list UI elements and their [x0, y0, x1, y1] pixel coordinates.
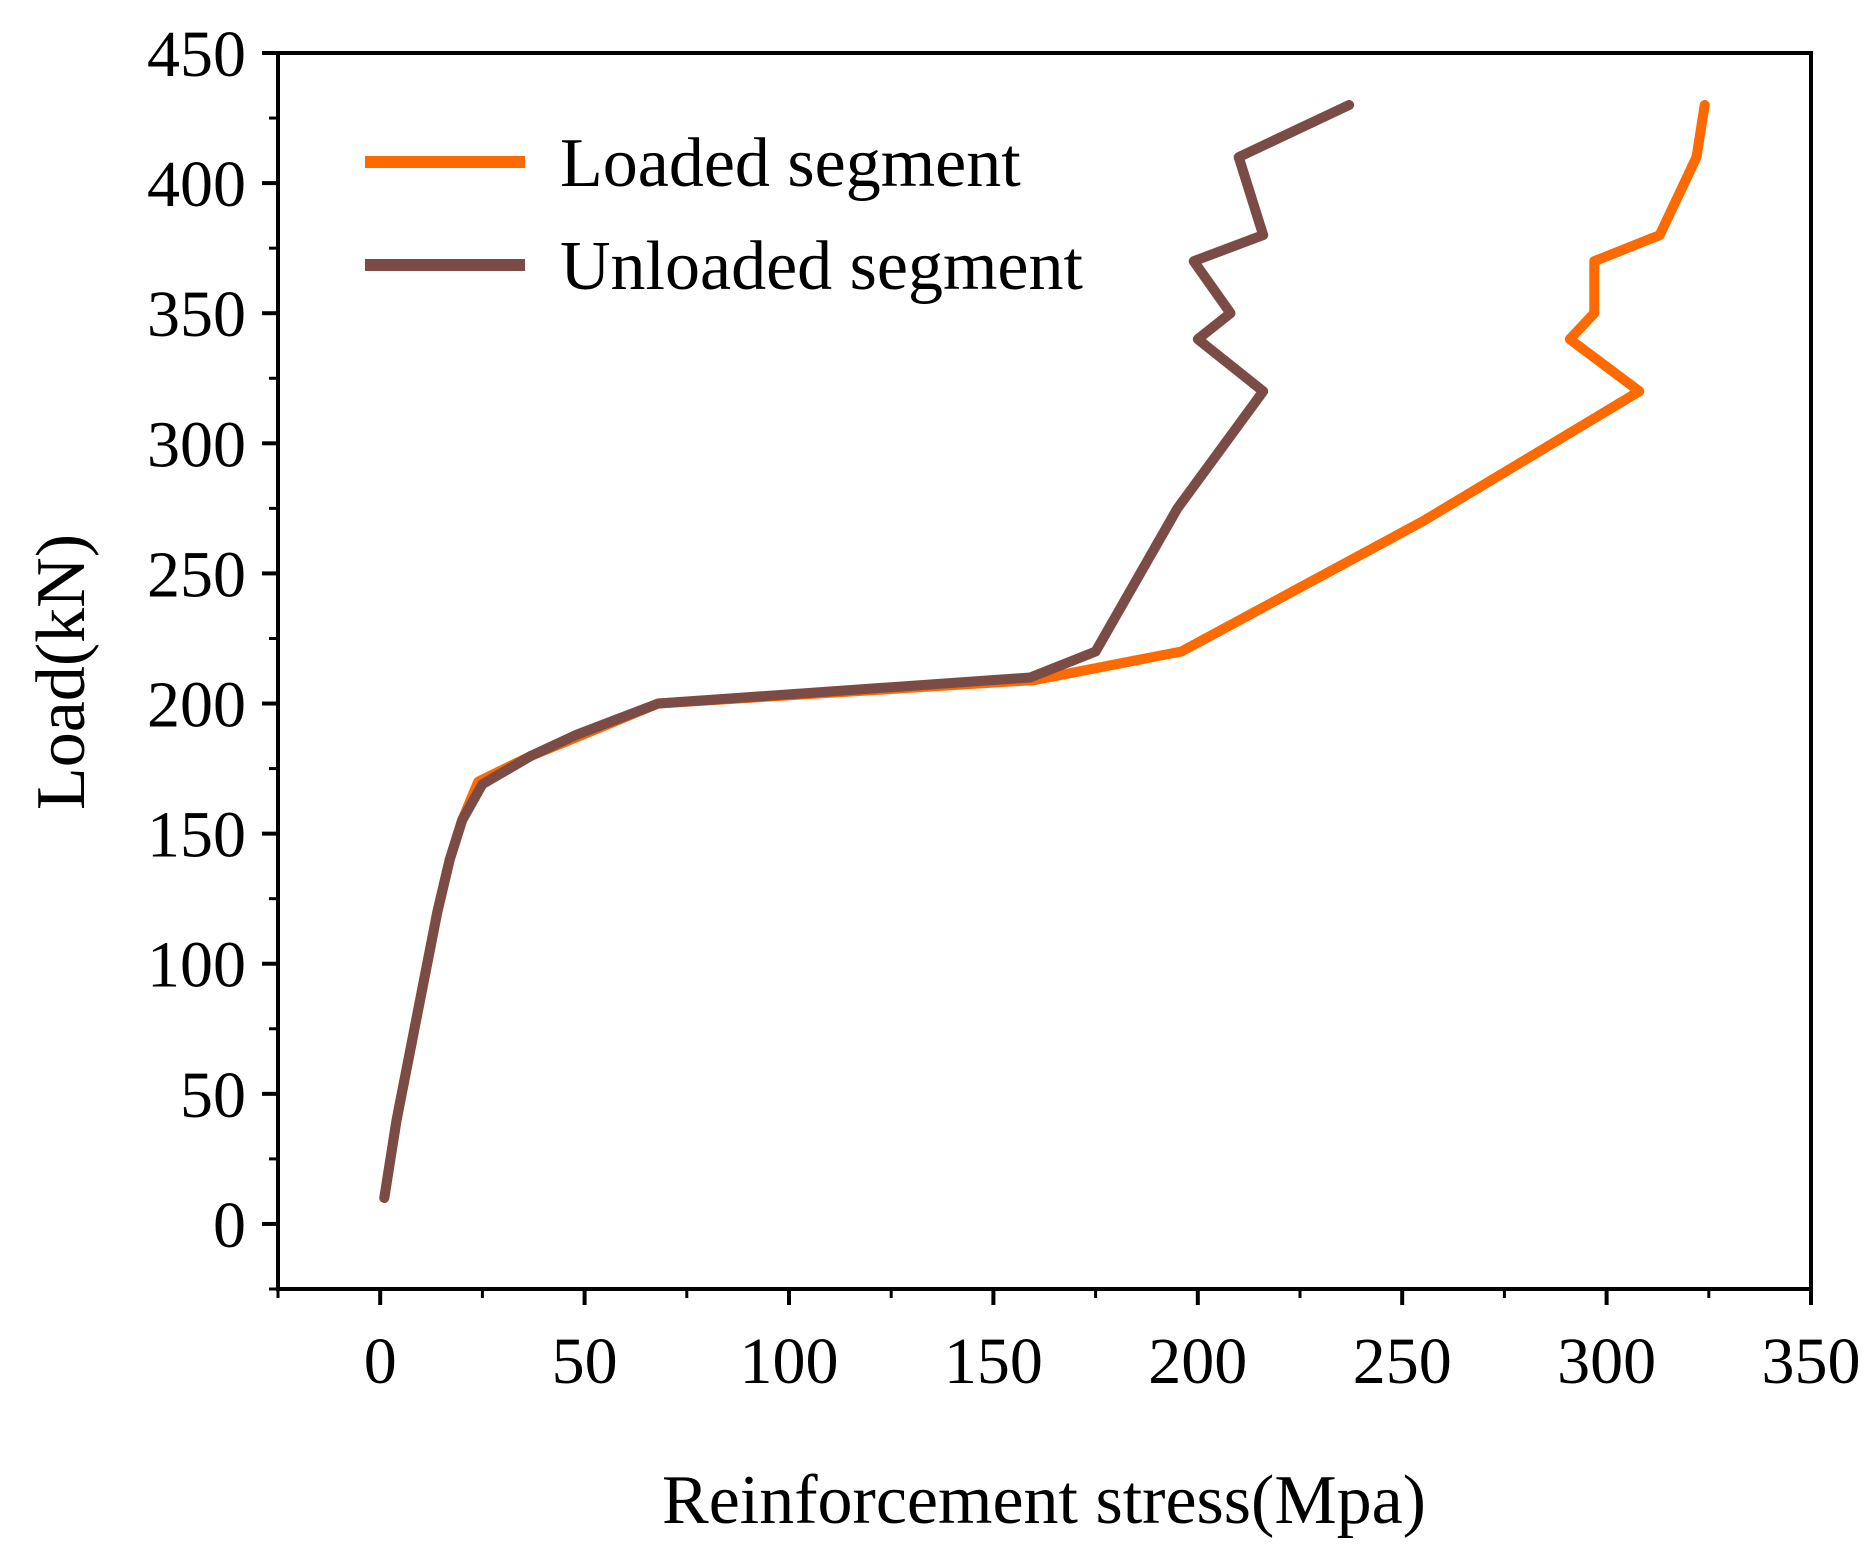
x-tick-label: 200 [1148, 1325, 1247, 1398]
y-tick-label: 200 [147, 669, 246, 742]
legend-label-loaded-segment: Loaded segment [560, 125, 1021, 202]
y-axis-ticks: 0 50 100 150 200 250 300 350 400 450 [147, 18, 278, 1291]
x-tick-label: 0 [364, 1325, 397, 1398]
x-tick-label: 100 [740, 1325, 839, 1398]
y-tick-label: 250 [147, 538, 246, 611]
y-axis-label: Load(kN) [23, 534, 100, 810]
y-tick-label: 100 [147, 929, 246, 1002]
x-tick-label: 350 [1762, 1325, 1861, 1398]
legend: Loaded segment Unloaded segment [365, 125, 1083, 305]
legend-label-unloaded-segment: Unloaded segment [560, 228, 1083, 305]
x-tick-label: 50 [552, 1325, 618, 1398]
plot-frame [276, 51, 1813, 1291]
x-axis-ticks: 0 50 100 150 200 250 300 350 [276, 1289, 1861, 1398]
x-tick-label: 250 [1353, 1325, 1452, 1398]
series-line-unloaded-segment [379, 100, 1355, 1203]
x-axis-label: Reinforcement stress(Mpa) [662, 1462, 1426, 1539]
x-tick-label: 300 [1557, 1325, 1656, 1398]
series-layer [379, 100, 1710, 1203]
y-tick-label: 50 [180, 1059, 246, 1132]
y-tick-label: 400 [147, 148, 246, 221]
x-tick-label: 150 [944, 1325, 1043, 1398]
y-tick-label: 0 [213, 1189, 246, 1262]
y-tick-label: 350 [147, 278, 246, 351]
y-tick-label: 450 [147, 18, 246, 91]
y-tick-label: 150 [147, 799, 246, 872]
y-tick-label: 300 [147, 408, 246, 481]
